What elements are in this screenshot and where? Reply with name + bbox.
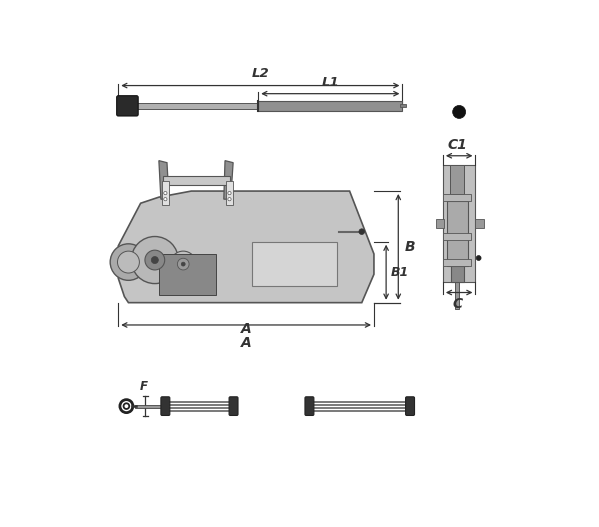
Text: C1: C1 — [447, 138, 467, 152]
Circle shape — [152, 257, 158, 264]
Text: C: C — [452, 297, 462, 311]
Circle shape — [164, 198, 167, 201]
Polygon shape — [224, 161, 233, 199]
Bar — [443, 259, 471, 266]
Circle shape — [228, 198, 231, 201]
Text: A: A — [241, 336, 252, 350]
Polygon shape — [118, 191, 374, 302]
Text: F: F — [140, 380, 147, 393]
Bar — [455, 282, 459, 309]
Bar — [258, 101, 403, 111]
Circle shape — [110, 244, 147, 280]
Circle shape — [131, 237, 179, 284]
Text: B1: B1 — [391, 266, 409, 279]
Bar — [137, 103, 403, 109]
Bar — [159, 254, 216, 295]
Bar — [400, 104, 406, 108]
Polygon shape — [159, 161, 169, 199]
Bar — [226, 181, 233, 205]
Circle shape — [453, 105, 465, 119]
Circle shape — [117, 251, 140, 273]
Circle shape — [164, 191, 167, 194]
Circle shape — [476, 256, 481, 260]
Bar — [476, 219, 483, 228]
Circle shape — [181, 262, 185, 266]
Bar — [443, 233, 471, 240]
Bar — [135, 405, 167, 407]
Bar — [435, 219, 444, 228]
Bar — [252, 242, 337, 287]
Circle shape — [359, 229, 365, 235]
Bar — [443, 194, 471, 201]
Bar — [450, 164, 464, 194]
Text: L1: L1 — [322, 76, 339, 89]
Bar — [447, 201, 468, 266]
Text: L2: L2 — [252, 67, 269, 80]
Text: B: B — [404, 240, 415, 254]
Bar — [162, 181, 169, 205]
Circle shape — [228, 191, 231, 194]
FancyBboxPatch shape — [305, 397, 314, 415]
Text: A: A — [241, 323, 252, 336]
Bar — [443, 164, 476, 282]
Bar — [450, 266, 464, 282]
Circle shape — [170, 251, 196, 277]
Bar — [163, 176, 230, 185]
Circle shape — [145, 250, 165, 270]
FancyBboxPatch shape — [229, 397, 238, 415]
Circle shape — [177, 258, 189, 270]
FancyBboxPatch shape — [117, 96, 138, 116]
FancyBboxPatch shape — [161, 397, 170, 415]
FancyBboxPatch shape — [406, 397, 415, 415]
